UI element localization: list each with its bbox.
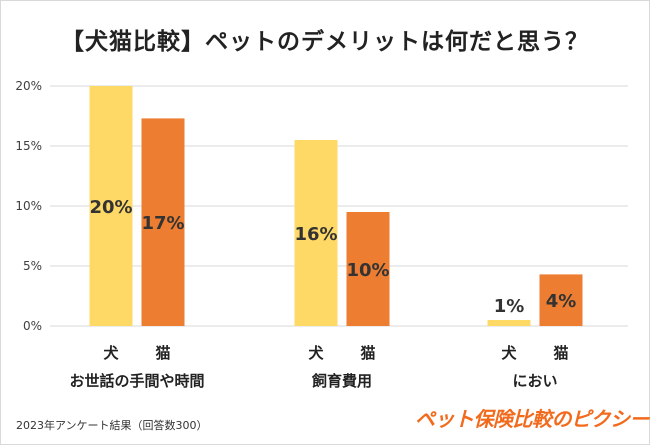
y-tick-label: 20% bbox=[15, 79, 42, 93]
series-label-cat: 猫 bbox=[553, 344, 568, 362]
series-label-dog: 犬 bbox=[103, 344, 119, 362]
data-label: 4% bbox=[546, 291, 577, 312]
bar-dog bbox=[487, 320, 531, 326]
category-label: 飼育費用 bbox=[311, 372, 372, 390]
y-tick-label: 5% bbox=[23, 259, 42, 273]
bar-cat bbox=[539, 274, 583, 326]
bar-dog bbox=[89, 86, 133, 326]
data-label: 1% bbox=[494, 296, 525, 317]
series-label-cat: 猫 bbox=[155, 344, 170, 362]
brand-logo: ペット保険比較のピクシー bbox=[415, 407, 650, 431]
category-label: におい bbox=[512, 372, 557, 390]
y-tick-label: 0% bbox=[23, 319, 42, 333]
data-label: 10% bbox=[346, 260, 389, 281]
series-label-dog: 犬 bbox=[308, 344, 324, 362]
data-label: 16% bbox=[294, 224, 337, 245]
survey-footnote: 2023年アンケート結果（回答数300） bbox=[16, 419, 208, 432]
y-tick-label: 10% bbox=[15, 199, 42, 213]
series-label-dog: 犬 bbox=[501, 344, 517, 362]
category-label: お世話の手間や時間 bbox=[69, 372, 204, 390]
data-label: 17% bbox=[141, 213, 184, 234]
bar-cat bbox=[141, 118, 185, 327]
y-tick-label: 15% bbox=[15, 139, 42, 153]
chart-title: 【犬猫比較】ペットのデメリットは何だと思う？ bbox=[61, 29, 589, 55]
bar-dog bbox=[294, 140, 338, 326]
series-label-cat: 猫 bbox=[360, 344, 375, 362]
bar-cat bbox=[346, 212, 390, 326]
data-label: 20% bbox=[89, 197, 132, 218]
